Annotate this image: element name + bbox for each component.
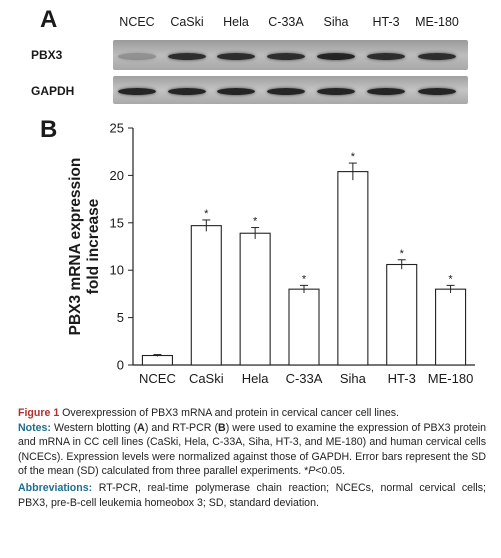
significance-marker: * xyxy=(351,151,356,163)
notes-p-symbol: P xyxy=(308,465,316,478)
blot-band xyxy=(317,87,355,95)
lane-label: C-33A xyxy=(268,15,304,29)
bar xyxy=(190,225,222,366)
blot-band xyxy=(217,87,255,95)
panel-b-letter: B xyxy=(40,116,58,143)
blot-band xyxy=(168,52,206,60)
significance-marker: * xyxy=(253,216,258,228)
lane-label: Hela xyxy=(223,15,249,29)
x-tick-label: C-33A xyxy=(286,371,323,386)
blot-band xyxy=(118,87,156,95)
lane-label: Siha xyxy=(323,15,349,29)
blot-band xyxy=(367,87,405,95)
notes-heading: Notes: xyxy=(18,421,51,434)
figure-title: Overexpression of PBX3 mRNA and protein … xyxy=(62,407,399,419)
bar xyxy=(288,288,320,366)
significance-marker: * xyxy=(302,273,307,285)
y-tick-label: 5 xyxy=(117,310,124,325)
blot-band xyxy=(168,87,206,95)
pbx3-blot-image xyxy=(113,40,468,70)
notes-panel-b-ref: B xyxy=(218,421,226,434)
x-tick-label: ME-180 xyxy=(428,371,474,386)
notes-text-4: <0.05. xyxy=(315,465,346,478)
lane-label: NCEC xyxy=(119,15,155,29)
y-tick-label: 25 xyxy=(110,121,124,136)
lane-label: CaSki xyxy=(170,15,204,29)
figure-label: Figure 1 xyxy=(18,407,60,419)
bar xyxy=(435,288,467,366)
blot-band xyxy=(267,52,305,60)
bar xyxy=(337,171,369,366)
blot-band xyxy=(267,87,305,95)
blot-band xyxy=(418,52,456,60)
x-tick-label: HT-3 xyxy=(388,371,416,386)
lane-label: ME-180 xyxy=(415,15,459,29)
bar xyxy=(141,354,173,366)
figure-caption: Figure 1 Overexpression of PBX3 mRNA and… xyxy=(18,406,486,512)
pbx3-mrna-bar-chart: 0 5 10 15 20 25 PBX3 mRNA expression fold incre… xyxy=(67,121,475,386)
significance-marker: * xyxy=(448,273,453,285)
y-tick-label: 0 xyxy=(117,358,124,373)
gapdh-blot-image xyxy=(113,76,468,104)
notes-text-2: ) and RT-PCR ( xyxy=(144,421,219,434)
blot-band xyxy=(317,52,355,60)
significance-marker: * xyxy=(204,208,209,220)
bar xyxy=(239,232,271,366)
significance-marker: * xyxy=(400,248,405,260)
x-tick-label: NCEC xyxy=(139,371,176,386)
y-tick-label: 15 xyxy=(110,215,124,230)
blot-band xyxy=(217,52,255,60)
x-tick-label: Siha xyxy=(340,371,367,386)
y-axis-label-line-2: fold increase xyxy=(85,198,102,294)
y-tick-label: 10 xyxy=(110,263,124,278)
x-tick-label: CaSki xyxy=(189,371,224,386)
blot-band xyxy=(418,87,456,95)
x-tick-label: Hela xyxy=(242,371,270,386)
pbx3-row-label: PBX3 xyxy=(31,48,63,62)
panel-a-letter: A xyxy=(40,6,58,33)
y-tick-label: 20 xyxy=(110,168,124,183)
abbreviations-text: RT-PCR, real-time polymerase chain react… xyxy=(18,481,486,509)
blot-band xyxy=(118,52,156,60)
lane-label: HT-3 xyxy=(372,15,400,29)
notes-text-1: Western blotting ( xyxy=(54,421,138,434)
gapdh-row-label: GAPDH xyxy=(31,84,75,98)
blot-band xyxy=(367,52,405,60)
notes-text-3: ) were used to examine the expression of… xyxy=(18,421,486,478)
bar xyxy=(386,263,418,366)
y-axis-label-line-1: PBX3 mRNA expression xyxy=(67,158,84,336)
abbreviations-heading: Abbreviations: xyxy=(18,481,93,494)
notes-panel-a-ref: A xyxy=(137,421,145,434)
